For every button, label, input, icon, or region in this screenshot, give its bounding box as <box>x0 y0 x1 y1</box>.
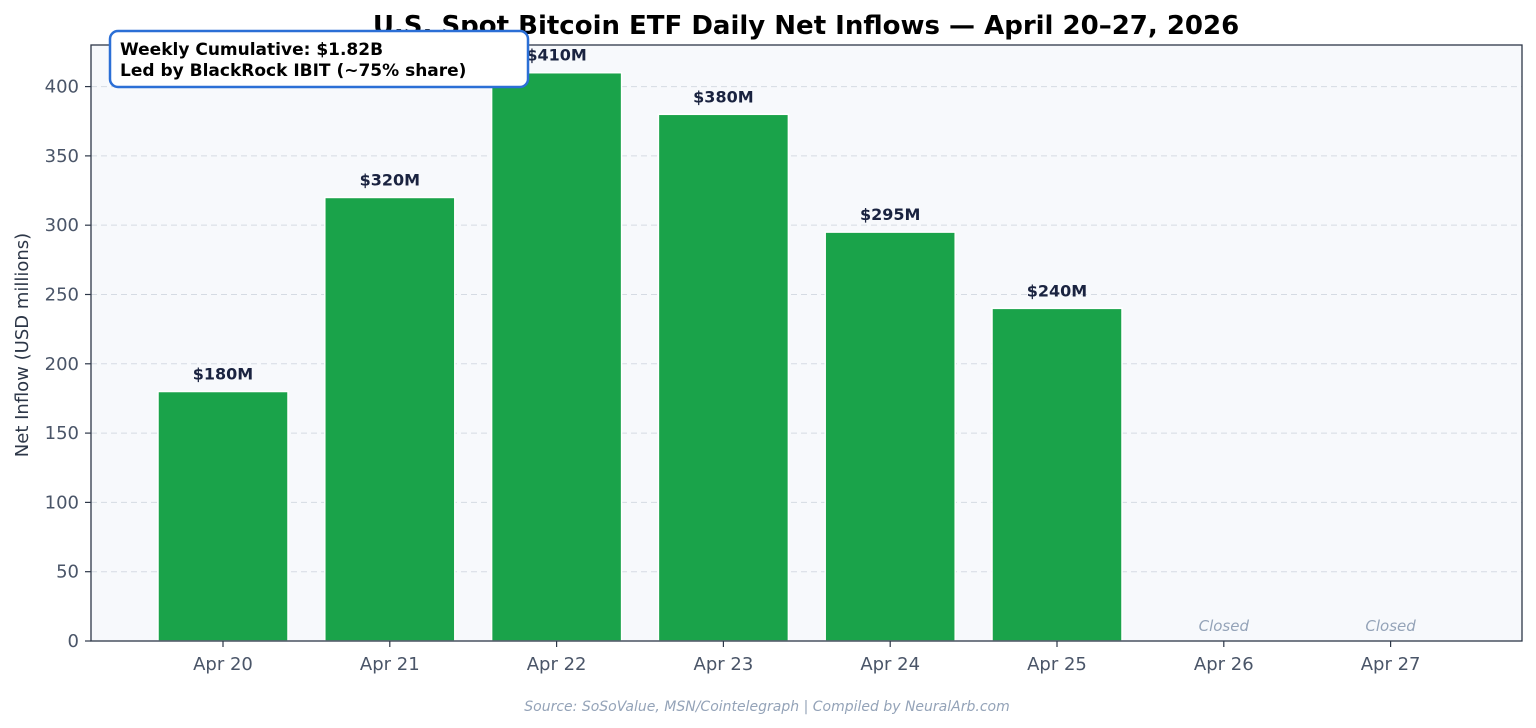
y-tick-label: 0 <box>68 631 79 652</box>
x-tick-label: Apr 23 <box>694 654 754 675</box>
data-label: $380M <box>693 87 753 106</box>
data-label: $410M <box>526 46 586 65</box>
x-tick-label: Apr 26 <box>1194 654 1254 675</box>
x-tick-label: Apr 27 <box>1361 654 1421 675</box>
closed-label: Closed <box>1365 617 1416 635</box>
bar-apr-22 <box>490 71 623 642</box>
y-tick-label: 300 <box>45 215 79 236</box>
axes <box>90 44 1523 642</box>
gridlines <box>91 86 1522 573</box>
x-tick-label: Apr 20 <box>193 654 253 675</box>
y-tick-label: 50 <box>56 562 79 583</box>
data-label: $295M <box>860 205 920 224</box>
y-tick-label: 350 <box>45 146 79 167</box>
source-note: Source: SoSoValue, MSN/Cointelegraph | C… <box>524 699 1009 715</box>
x-tick-label: Apr 25 <box>1027 654 1087 675</box>
annotation-box: Weekly Cumulative: $1.82B Led by BlackRo… <box>108 29 530 89</box>
plot-area <box>91 45 1522 641</box>
bar-apr-23 <box>657 113 790 642</box>
data-labels: $180M $320M $410M $380M $295M $240M Closed Clos… <box>193 46 1416 635</box>
y-tick-labels: 0 50 100 150 200 250 300 350 400 <box>45 77 91 652</box>
data-label: $240M <box>1027 281 1087 300</box>
y-tick-label: 150 <box>45 423 79 444</box>
annotation-line-1: Weekly Cumulative: $1.82B <box>120 40 383 60</box>
x-tick-label: Apr 24 <box>860 654 920 675</box>
closed-label: Closed <box>1199 617 1250 635</box>
y-axis-label: Net Inflow (USD millions) <box>12 233 33 457</box>
y-tick-label: 250 <box>45 284 79 305</box>
bar-apr-25 <box>991 307 1123 642</box>
data-label: $320M <box>360 170 420 189</box>
annotation-line-2: Led by BlackRock IBIT (~75% share) <box>120 61 466 81</box>
data-label: $180M <box>193 365 253 384</box>
x-tick-label: Apr 22 <box>527 654 587 675</box>
x-tick-labels: Apr 20 Apr 21 Apr 22 Apr 23 Apr 24 Apr 25 Apr … <box>193 641 1420 675</box>
x-tick-label: Apr 21 <box>360 654 420 675</box>
y-tick-label: 400 <box>45 77 79 98</box>
bar-apr-20 <box>157 390 289 642</box>
bar-apr-24 <box>824 231 956 642</box>
bar-apr-21 <box>324 196 456 642</box>
y-tick-label: 100 <box>45 492 79 513</box>
bars <box>157 71 1123 642</box>
plot-frame <box>90 44 1523 642</box>
annotation-border <box>108 29 530 89</box>
y-tick-label: 200 <box>45 354 79 375</box>
